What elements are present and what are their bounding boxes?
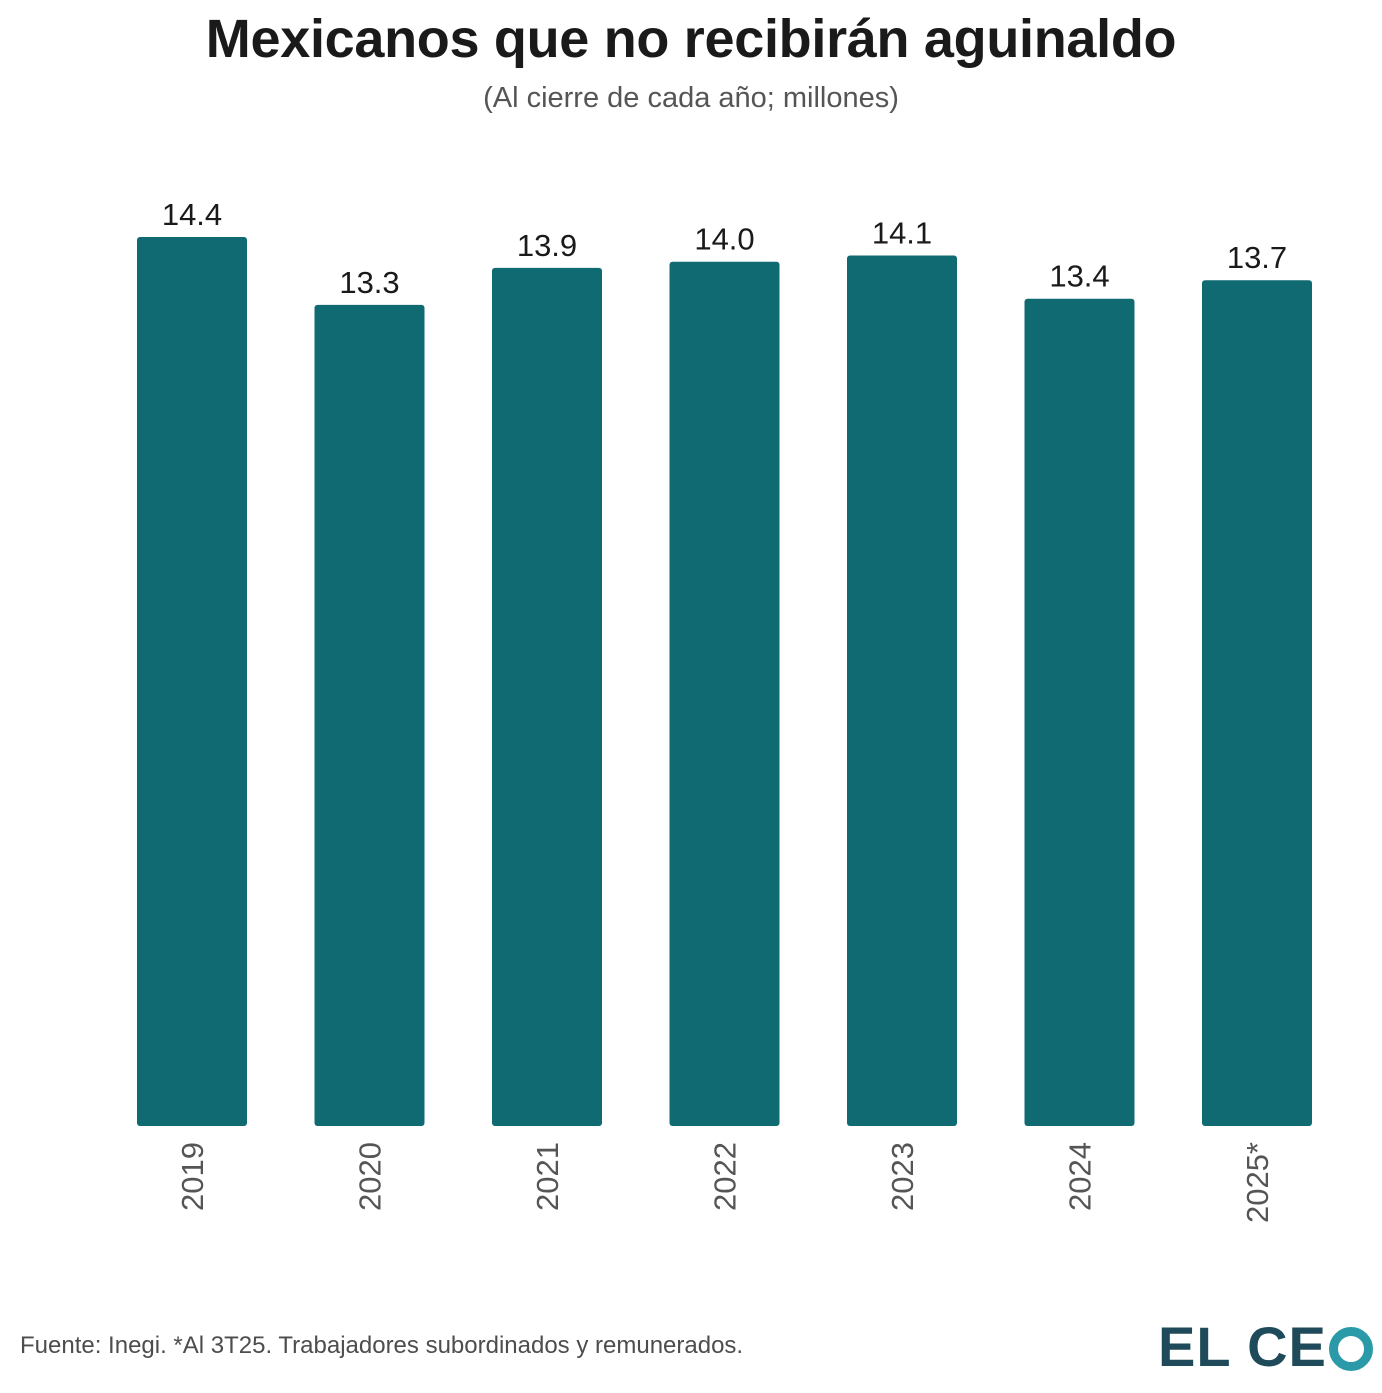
bar-2022 — [669, 261, 780, 1126]
source-note: Fuente: Inegi. *Al 3T25. Trabajadores su… — [20, 1332, 744, 1359]
value-label-2023: 14.1 — [872, 216, 932, 251]
value-label-2019: 14.4 — [162, 197, 222, 232]
x-tick-label-2021: 2021 — [530, 1142, 565, 1211]
value-label-2025*: 13.7 — [1227, 240, 1287, 275]
logo-o-ring — [1328, 1327, 1373, 1371]
bar-2020 — [314, 304, 425, 1126]
bar-2023 — [847, 255, 957, 1127]
logo-text-el-c: EL C — [1158, 1315, 1289, 1378]
value-label-2020: 13.3 — [339, 265, 399, 300]
logo-text-e: E — [1288, 1315, 1327, 1378]
bar-2021 — [492, 267, 602, 1126]
bar-2024 — [1024, 298, 1135, 1127]
x-tick-label-2025*: 2025* — [1240, 1142, 1275, 1223]
el-ceo-logo: EL CE — [1158, 1315, 1373, 1379]
bar-2025* — [1202, 280, 1312, 1126]
chart-title: Mexicanos que no recibirán aguinaldo — [205, 9, 1177, 69]
x-tick-label-2020: 2020 — [353, 1142, 388, 1211]
bar-2019 — [137, 237, 247, 1126]
value-label-2021: 13.9 — [517, 228, 577, 263]
x-tick-label-2024: 2024 — [1063, 1142, 1098, 1211]
x-tick-label-2019: 2019 — [175, 1142, 210, 1211]
chart-subtitle: (Al cierre de cada año; millones) — [483, 82, 899, 114]
x-tick-label-2023: 2023 — [885, 1142, 920, 1211]
value-label-2024: 13.4 — [1049, 259, 1109, 294]
value-label-2022: 14.0 — [694, 222, 754, 257]
x-tick-label-2022: 2022 — [708, 1142, 743, 1211]
